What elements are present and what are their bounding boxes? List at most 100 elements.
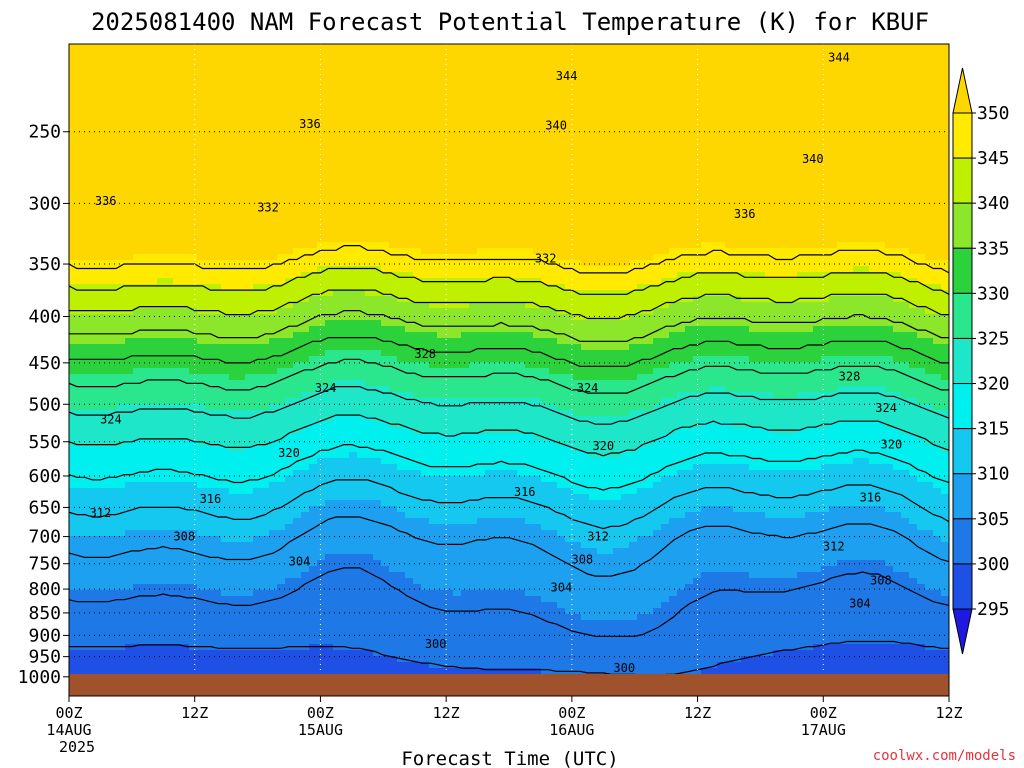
fill-cell: [885, 188, 894, 195]
fill-cell: [749, 74, 758, 81]
fill-cell: [813, 50, 822, 57]
fill-cell: [429, 290, 438, 297]
fill-cell: [725, 272, 734, 279]
fill-cell: [845, 242, 854, 249]
fill-cell: [237, 128, 246, 135]
fill-cell: [181, 74, 190, 81]
fill-cell: [309, 218, 318, 225]
fill-cell: [413, 152, 422, 159]
fill-cell: [341, 314, 350, 321]
fill-cell: [269, 308, 278, 315]
fill-cell: [901, 248, 910, 255]
fill-cell: [669, 140, 678, 147]
fill-cell: [101, 116, 110, 123]
fill-cell: [517, 302, 526, 309]
fill-cell: [517, 50, 526, 57]
fill-cell: [797, 176, 806, 183]
fill-cell: [661, 104, 670, 111]
fill-cell: [165, 308, 174, 315]
fill-cell: [861, 164, 870, 171]
fill-cell: [213, 44, 222, 51]
fill-cell: [781, 260, 790, 267]
fill-cell: [677, 194, 686, 201]
fill-cell: [829, 44, 838, 51]
fill-cell: [677, 284, 686, 291]
fill-cell: [653, 260, 662, 267]
fill-cell: [509, 68, 518, 75]
fill-cell: [197, 176, 206, 183]
fill-cell: [749, 296, 758, 303]
fill-cell: [125, 230, 134, 237]
fill-cell: [941, 188, 949, 195]
fill-cell: [909, 140, 918, 147]
fill-cell: [837, 44, 846, 51]
fill-cell: [629, 188, 638, 195]
fill-cell: [757, 74, 766, 81]
fill-cell: [909, 308, 918, 315]
fill-cell: [653, 194, 662, 201]
fill-cell: [837, 110, 846, 117]
fill-cell: [69, 146, 78, 153]
fill-cell: [861, 50, 870, 57]
fill-cell: [717, 248, 726, 255]
fill-cell: [229, 110, 238, 117]
fill-cell: [333, 104, 342, 111]
fill-cell: [197, 248, 206, 255]
fill-cell: [509, 158, 518, 165]
fill-cell: [333, 212, 342, 219]
fill-cell: [421, 110, 430, 117]
fill-cell: [293, 260, 302, 267]
fill-cell: [237, 308, 246, 315]
fill-cell: [85, 194, 94, 201]
fill-cell: [797, 254, 806, 261]
fill-cell: [429, 206, 438, 213]
fill-cell: [565, 146, 574, 153]
fill-cell: [717, 80, 726, 87]
fill-cell: [149, 62, 158, 69]
fill-cell: [557, 302, 566, 309]
fill-cell: [733, 140, 742, 147]
fill-cell: [917, 110, 926, 117]
fill-cell: [829, 266, 838, 273]
fill-cell: [125, 80, 134, 87]
fill-cell: [781, 218, 790, 225]
fill-cell: [357, 194, 366, 201]
fill-cell: [789, 80, 798, 87]
fill-cell: [269, 128, 278, 135]
fill-cell: [157, 140, 166, 147]
fill-cell: [573, 230, 582, 237]
fill-cell: [605, 224, 614, 231]
fill-cell: [189, 50, 198, 57]
fill-cell: [629, 98, 638, 105]
fill-cell: [389, 116, 398, 123]
fill-cell: [837, 266, 846, 273]
fill-cell: [221, 80, 230, 87]
fill-cell: [405, 74, 414, 81]
fill-cell: [541, 122, 550, 129]
fill-cell: [461, 62, 470, 69]
fill-cell: [861, 134, 870, 141]
fill-cell: [613, 146, 622, 153]
fill-cell: [69, 128, 78, 135]
fill-cell: [213, 152, 222, 159]
fill-cell: [605, 170, 614, 177]
fill-cell: [717, 68, 726, 75]
fill-cell: [317, 254, 326, 261]
fill-cell: [885, 104, 894, 111]
fill-cell: [925, 296, 934, 303]
fill-cell: [669, 302, 678, 309]
fill-cell: [813, 308, 822, 315]
fill-cell: [261, 146, 270, 153]
fill-cell: [693, 80, 702, 87]
fill-cell: [461, 176, 470, 183]
fill-cell: [661, 230, 670, 237]
fill-cell: [397, 284, 406, 291]
fill-cell: [213, 254, 222, 261]
fill-cell: [501, 140, 510, 147]
fill-cell: [661, 266, 670, 273]
fill-cell: [741, 290, 750, 297]
fill-cell: [445, 98, 454, 105]
fill-cell: [941, 62, 949, 69]
fill-cell: [301, 290, 310, 297]
fill-cell: [845, 224, 854, 231]
